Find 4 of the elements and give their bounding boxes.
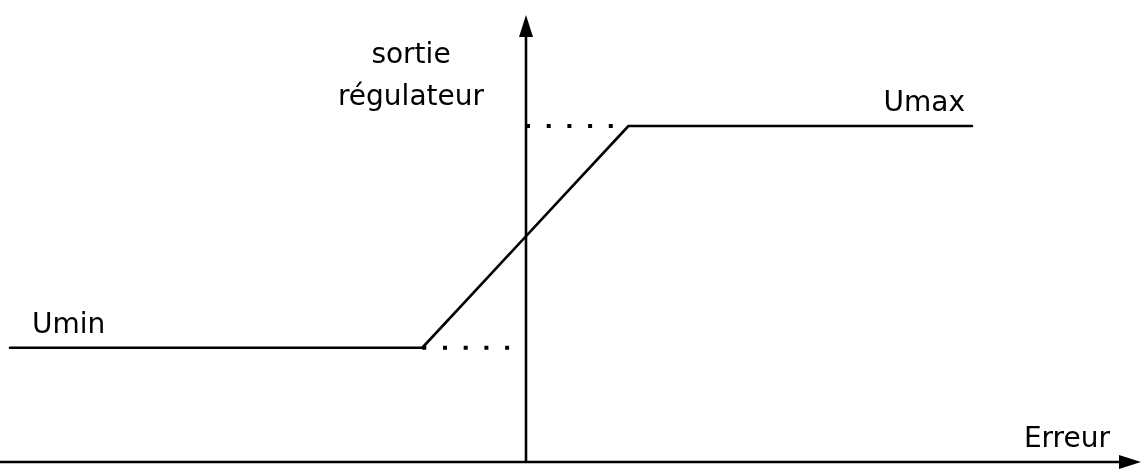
annotation: Umin [32,306,106,340]
x-axis-title: Erreur [1023,421,1111,454]
y-axis-title: sortie régulateur [337,37,485,112]
annotation: Umax [883,85,965,118]
